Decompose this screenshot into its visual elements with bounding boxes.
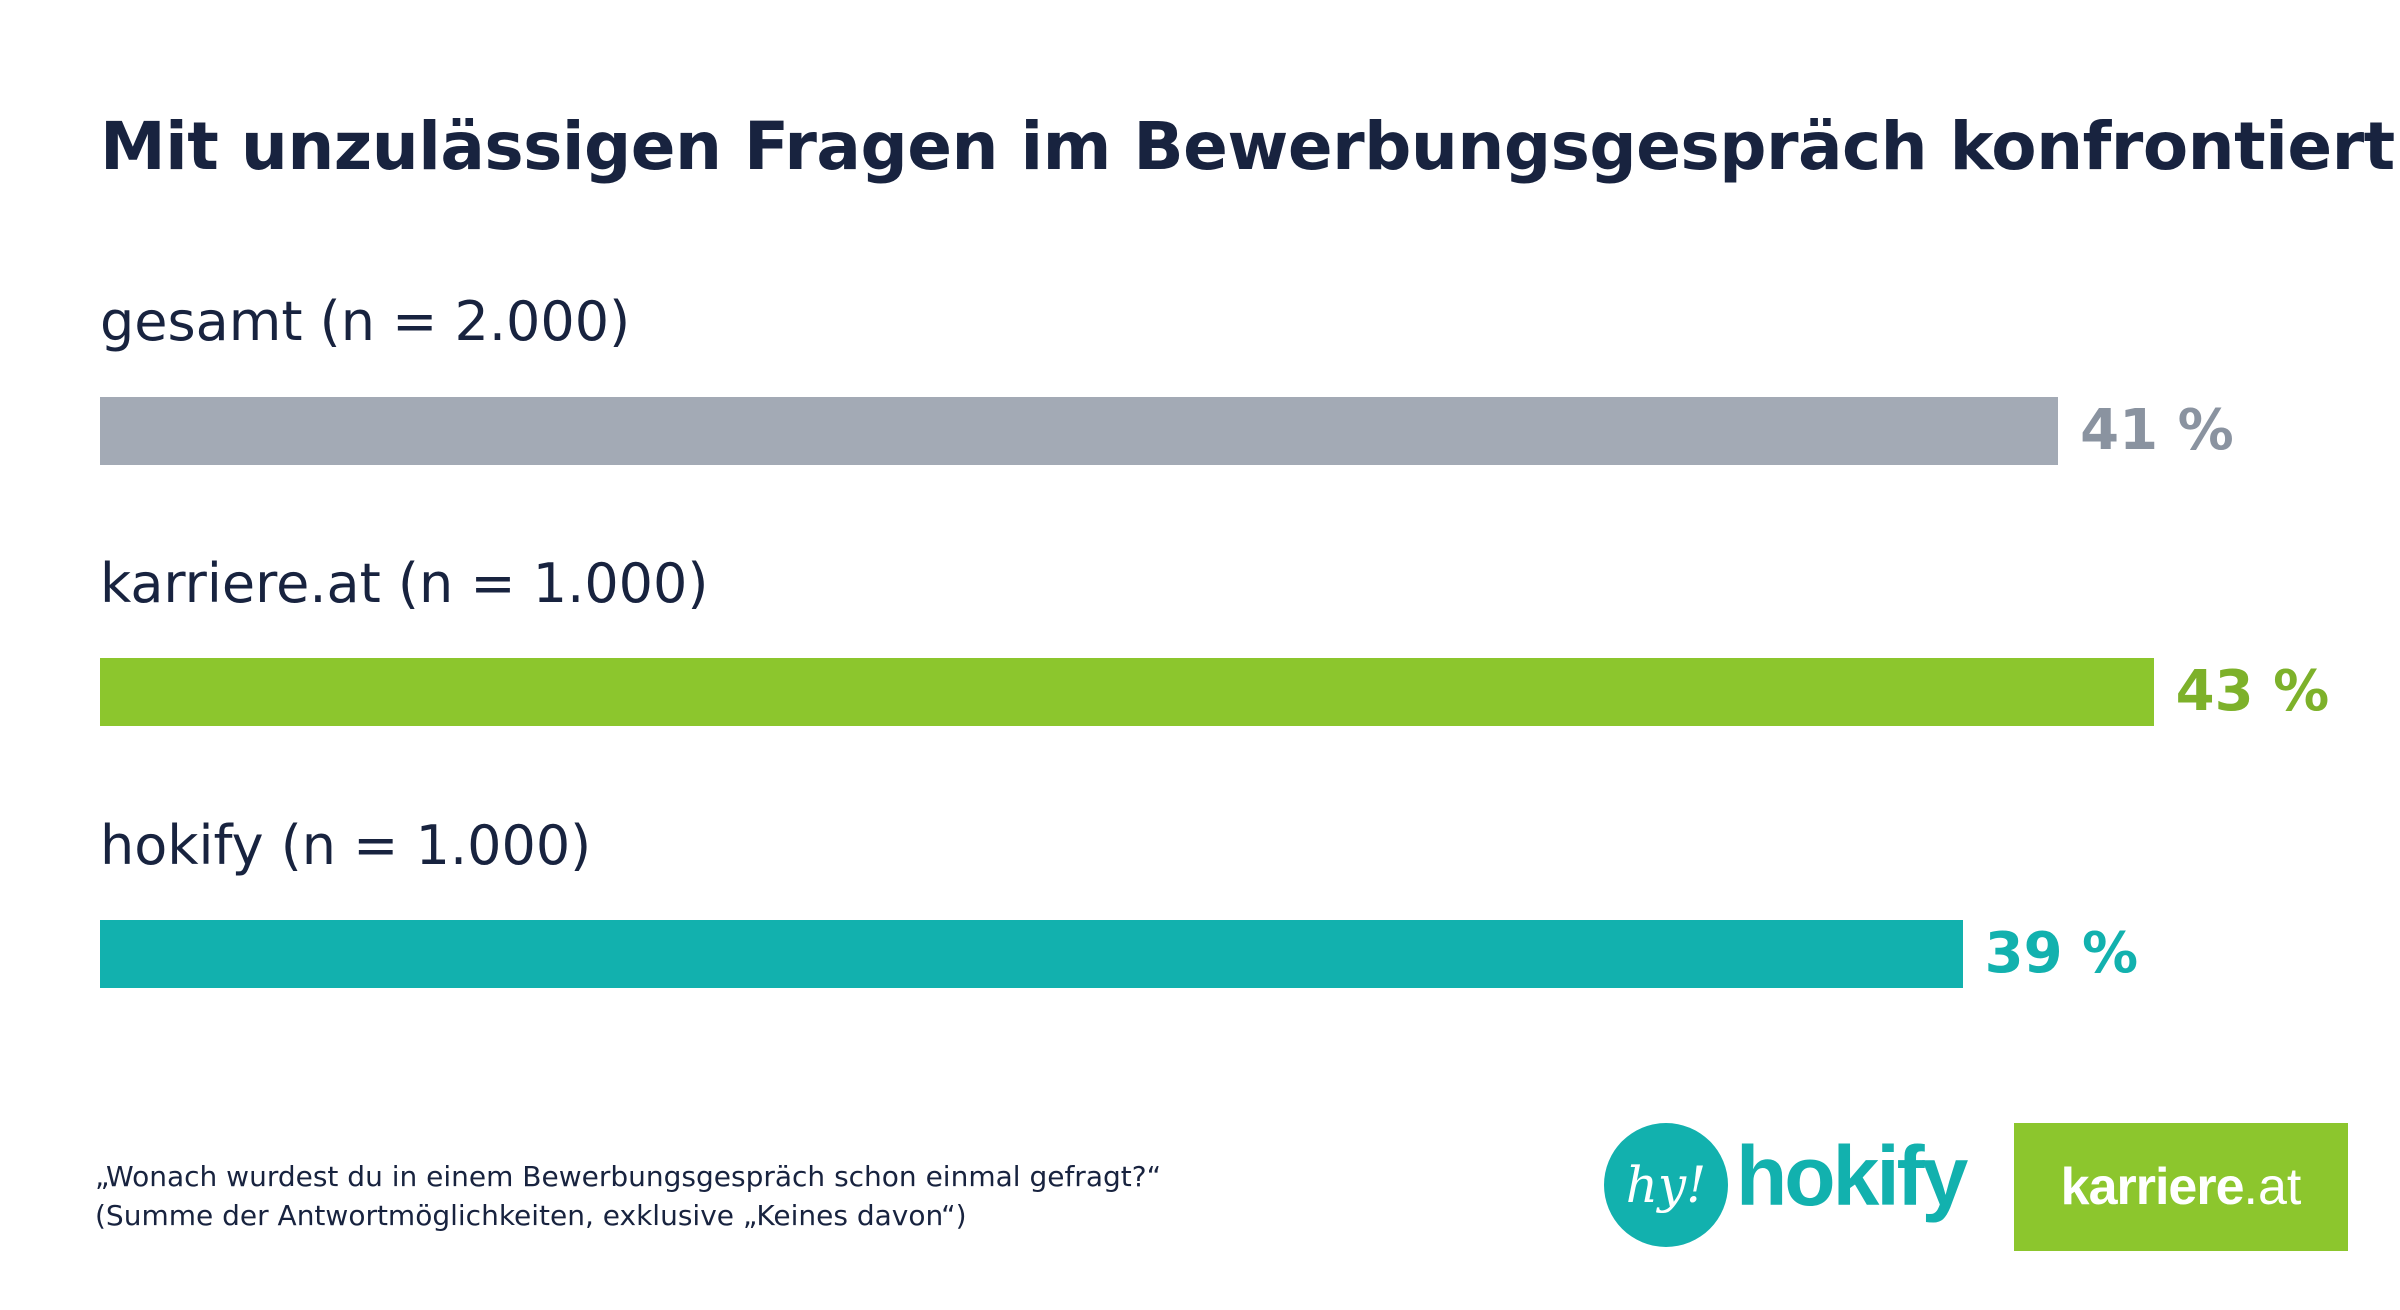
- category-label: gesamt (n = 2.000): [100, 290, 631, 353]
- value-label: 43 %: [2175, 659, 2330, 724]
- chart-title: Mit unzulässigen Fragen im Bewerbungsges…: [100, 108, 2395, 185]
- karriere-suffix: .at: [2243, 1158, 2302, 1216]
- category-label: karriere.at (n = 1.000): [100, 552, 709, 615]
- value-label: 39 %: [1984, 921, 2139, 986]
- footnote-remark: (Summe der Antwortmöglichkeiten, exklusi…: [95, 1199, 967, 1232]
- footnote-question: „Wonach wurdest du in einem Bewerbungsge…: [95, 1160, 1162, 1193]
- hokify-badge: hy!: [1604, 1123, 1728, 1247]
- value-label: 41 %: [2080, 398, 2234, 463]
- hokify-wordmark: hokify: [1736, 1129, 1968, 1223]
- bar: [100, 920, 1963, 988]
- bar: [100, 658, 2154, 726]
- karriere-logo: karriere .at: [2014, 1123, 2348, 1251]
- karriere-wordmark: karriere: [2060, 1158, 2245, 1216]
- category-label: hokify (n = 1.000): [100, 814, 592, 877]
- bar: [100, 397, 2059, 465]
